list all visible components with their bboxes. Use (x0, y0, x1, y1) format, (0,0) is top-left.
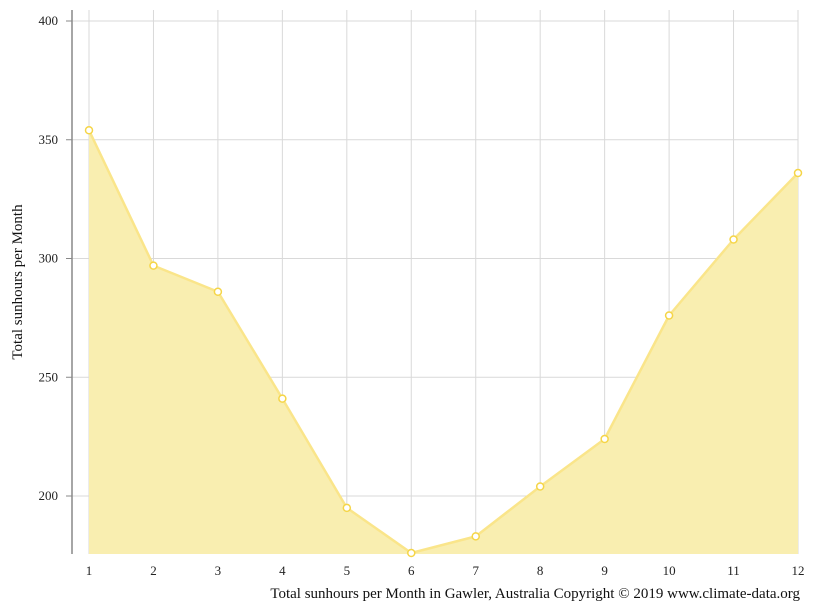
chart-caption: Total sunhours per Month in Gawler, Aust… (270, 586, 800, 602)
area-fill (89, 130, 798, 554)
y-tick-label-400: 400 (39, 13, 59, 28)
x-tick-label-2: 2 (150, 563, 157, 578)
data-point-4 (278, 394, 287, 403)
data-point-10 (664, 311, 674, 320)
y-tick-label-200: 200 (39, 488, 59, 503)
data-point-12 (793, 168, 803, 178)
x-tick-label-7: 7 (472, 563, 479, 578)
data-point-1 (84, 126, 94, 135)
x-tick-label-6: 6 (408, 563, 415, 578)
data-point-2 (149, 261, 158, 270)
data-point-7 (471, 532, 480, 541)
axes (66, 10, 73, 554)
data-point-3 (213, 287, 223, 296)
series-line (87, 129, 799, 555)
x-tick-label-8: 8 (537, 563, 544, 578)
x-tick-label-3: 3 (215, 563, 222, 578)
y-tick-label-300: 300 (39, 251, 59, 266)
data-point-11 (729, 235, 738, 244)
x-tick-label-11: 11 (727, 563, 740, 578)
data-point-5 (342, 503, 352, 513)
x-tick-label-4: 4 (279, 563, 286, 578)
y-tick-label-250: 250 (39, 369, 59, 384)
x-tick-label-9: 9 (601, 563, 608, 578)
data-markers (84, 126, 803, 558)
y-axis-label: Total sunhours per Month (10, 204, 26, 360)
x-tick-label-12: 12 (792, 563, 805, 578)
data-point-8 (535, 482, 545, 491)
y-tick-label-350: 350 (39, 132, 59, 147)
data-point-9 (600, 434, 609, 444)
x-tick-label-10: 10 (663, 563, 676, 578)
area-series (87, 129, 799, 555)
x-tick-label-5: 5 (344, 563, 351, 578)
data-point-6 (407, 548, 416, 558)
x-tick-label-1: 1 (86, 563, 93, 578)
